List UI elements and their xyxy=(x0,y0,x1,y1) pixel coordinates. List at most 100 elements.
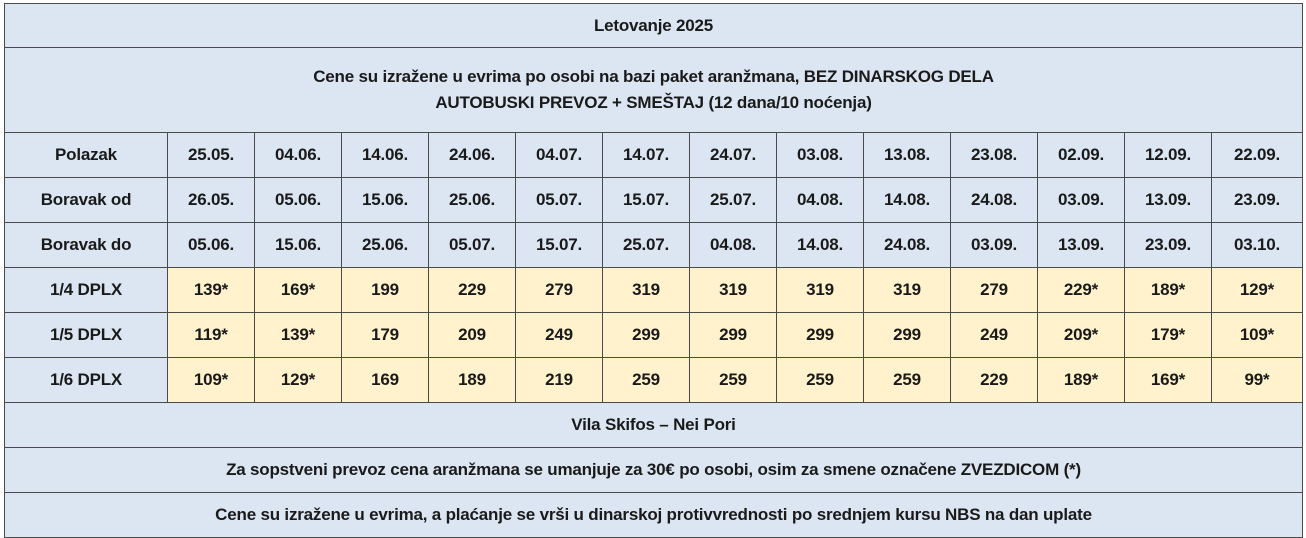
price-cell: 209 xyxy=(428,312,516,358)
price-row: 1/5 DPLX 119* 139* 179 209 249 299 299 299 299 249… xyxy=(4,312,1304,358)
row-label: Boravak od xyxy=(4,177,168,223)
price-cell: 179 xyxy=(341,312,429,358)
row-label: 1/4 DPLX xyxy=(4,267,168,313)
transport-note: Za sopstveni prevoz cena aranžmana se um… xyxy=(3,447,1304,493)
row-label: Polazak xyxy=(4,132,168,178)
price-table: Letovanje 2025 Cene su izražene u evrima… xyxy=(3,3,1304,538)
date-cell: 15.06. xyxy=(341,177,429,223)
transport-note-row: Za sopstveni prevoz cena aranžmana se um… xyxy=(3,447,1304,493)
date-cell: 24.07. xyxy=(689,132,777,178)
subtitle-row: Cene su izražene u evrima po osobi na ba… xyxy=(3,47,1304,133)
date-cell: 03.09. xyxy=(1037,177,1125,223)
date-cell: 02.09. xyxy=(1037,132,1125,178)
price-cell: 139* xyxy=(254,312,342,358)
date-cell: 25.06. xyxy=(341,222,429,268)
price-cell: 179* xyxy=(1124,312,1212,358)
date-cell: 03.08. xyxy=(776,132,864,178)
row-label: Boravak do xyxy=(4,222,168,268)
accommodation-row: Vila Skifos – Nei Pori xyxy=(3,402,1304,448)
price-cell: 279 xyxy=(515,267,603,313)
price-cell: 189* xyxy=(1037,357,1125,403)
date-cell: 12.09. xyxy=(1124,132,1212,178)
price-cell: 199 xyxy=(341,267,429,313)
price-cell: 259 xyxy=(863,357,951,403)
date-row: Boravak do 05.06. 15.06. 25.06. 05.07. 15.07.… xyxy=(4,222,1304,268)
prices-section: 1/4 DPLX 139* 169* 199 229 279 319 319 319 319 279… xyxy=(4,267,1304,403)
price-cell: 299 xyxy=(863,312,951,358)
price-table-body: Letovanje 2025 Cene su izražene u evrima… xyxy=(3,3,1304,133)
price-cell: 189 xyxy=(428,357,516,403)
price-cell: 129* xyxy=(1210,267,1304,313)
date-cell: 24.06. xyxy=(428,132,516,178)
date-cell: 14.06. xyxy=(341,132,429,178)
price-cell: 109* xyxy=(1210,312,1304,358)
date-cell: 14.08. xyxy=(776,222,864,268)
date-cell: 05.06. xyxy=(167,222,255,268)
subtitle-line-2: AUTOBUSKI PREVOZ + SMEŠTAJ (12 dana/10 n… xyxy=(435,93,872,112)
date-cell: 13.09. xyxy=(1124,177,1212,223)
price-cell: 279 xyxy=(950,267,1038,313)
price-cell: 169* xyxy=(254,267,342,313)
date-row: Polazak 25.05. 04.06. 14.06. 24.06. 04.07. 14.… xyxy=(4,132,1304,178)
table-title: Letovanje 2025 xyxy=(3,3,1304,48)
price-cell: 209* xyxy=(1037,312,1125,358)
price-cell: 229* xyxy=(1037,267,1125,313)
price-cell: 249 xyxy=(515,312,603,358)
date-cell: 24.08. xyxy=(950,177,1038,223)
date-cell: 05.06. xyxy=(254,177,342,223)
date-cell: 04.08. xyxy=(689,222,777,268)
date-cell: 15.07. xyxy=(515,222,603,268)
date-cell: 26.05. xyxy=(167,177,255,223)
date-cell: 05.07. xyxy=(428,222,516,268)
price-cell: 319 xyxy=(602,267,690,313)
date-cell: 14.08. xyxy=(863,177,951,223)
date-cell: 23.09. xyxy=(1124,222,1212,268)
date-row: Boravak od 26.05. 05.06. 15.06. 25.06. 05.07.… xyxy=(4,177,1304,223)
dates-section: Polazak 25.05. 04.06. 14.06. 24.06. 04.07. 14.… xyxy=(4,132,1304,268)
price-cell: 259 xyxy=(689,357,777,403)
price-cell: 189* xyxy=(1124,267,1212,313)
date-cell: 15.07. xyxy=(602,177,690,223)
price-cell: 229 xyxy=(428,267,516,313)
price-cell: 319 xyxy=(689,267,777,313)
price-cell: 299 xyxy=(602,312,690,358)
date-cell: 24.08. xyxy=(863,222,951,268)
price-cell: 319 xyxy=(863,267,951,313)
price-cell: 169 xyxy=(341,357,429,403)
price-row: 1/4 DPLX 139* 169* 199 229 279 319 319 319 319 279… xyxy=(4,267,1304,313)
accommodation-name: Vila Skifos – Nei Pori xyxy=(3,402,1304,448)
date-cell: 13.08. xyxy=(863,132,951,178)
price-cell: 99* xyxy=(1210,357,1304,403)
date-cell: 03.09. xyxy=(950,222,1038,268)
date-cell: 23.09. xyxy=(1210,177,1304,223)
footer-section: Vila Skifos – Nei Pori Za sopstveni prev… xyxy=(3,402,1304,538)
date-cell: 03.10. xyxy=(1210,222,1304,268)
payment-note: Cene su izražene u evrima, a plaćanje se… xyxy=(3,492,1304,538)
date-cell: 25.06. xyxy=(428,177,516,223)
price-cell: 129* xyxy=(254,357,342,403)
price-cell: 249 xyxy=(950,312,1038,358)
date-cell: 25.07. xyxy=(602,222,690,268)
price-cell: 169* xyxy=(1124,357,1212,403)
payment-note-row: Cene su izražene u evrima, a plaćanje se… xyxy=(3,492,1304,538)
price-cell: 139* xyxy=(167,267,255,313)
date-cell: 05.07. xyxy=(515,177,603,223)
row-label: 1/5 DPLX xyxy=(4,312,168,358)
price-cell: 119* xyxy=(167,312,255,358)
date-cell: 04.06. xyxy=(254,132,342,178)
subtitle-line-1: Cene su izražene u evrima po osobi na ba… xyxy=(313,67,994,86)
date-cell: 04.08. xyxy=(776,177,864,223)
price-cell: 109* xyxy=(167,357,255,403)
date-cell: 13.09. xyxy=(1037,222,1125,268)
row-label: 1/6 DPLX xyxy=(4,357,168,403)
date-cell: 25.07. xyxy=(689,177,777,223)
price-cell: 229 xyxy=(950,357,1038,403)
date-cell: 15.06. xyxy=(254,222,342,268)
title-row: Letovanje 2025 xyxy=(3,3,1304,48)
date-cell: 23.08. xyxy=(950,132,1038,178)
price-cell: 259 xyxy=(776,357,864,403)
table-subtitle: Cene su izražene u evrima po osobi na ba… xyxy=(3,47,1304,133)
price-cell: 299 xyxy=(689,312,777,358)
date-cell: 22.09. xyxy=(1210,132,1304,178)
price-cell: 259 xyxy=(602,357,690,403)
